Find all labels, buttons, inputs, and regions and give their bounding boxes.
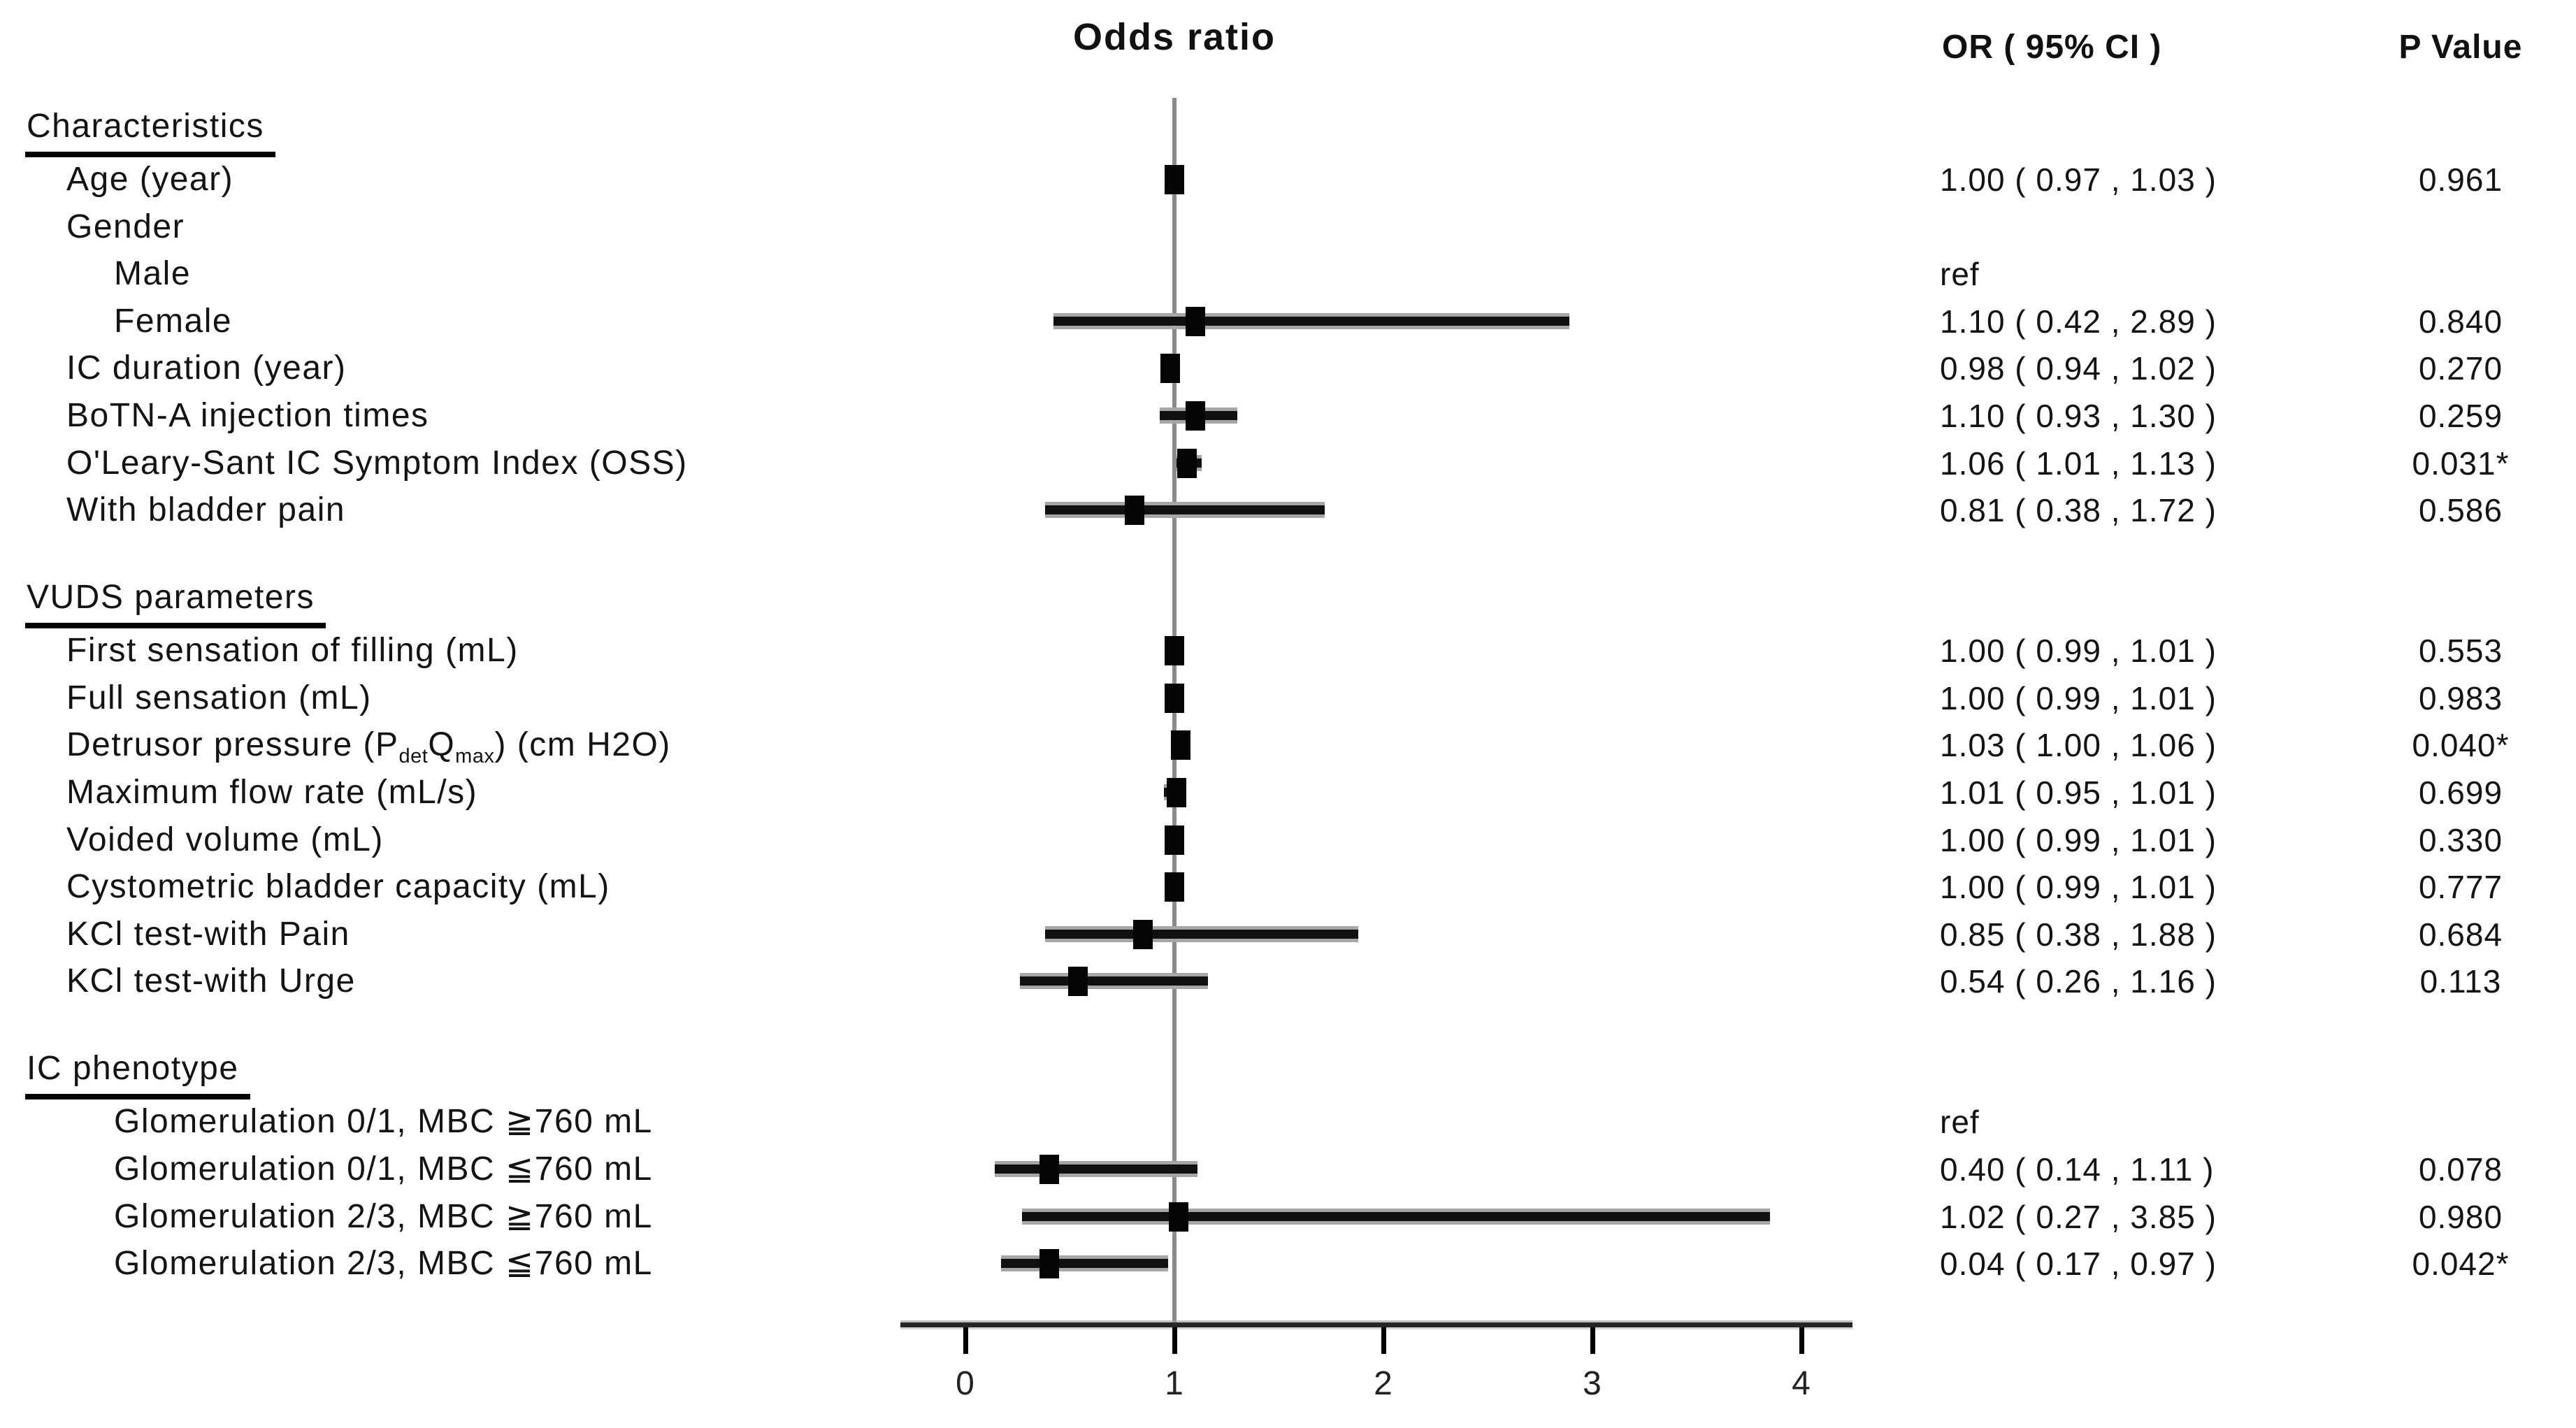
p-value: 0.259 (2418, 398, 2503, 434)
x-axis-tick (1590, 1327, 1595, 1354)
section-header: Characteristics (25, 103, 275, 157)
or-ci-value: 1.00 ( 0.99 , 1.01 ) (1940, 869, 2217, 905)
or-point-marker (1068, 967, 1088, 996)
row-label: BoTN-A injection times (66, 397, 429, 434)
p-value: 0.983 (2418, 680, 2503, 716)
or-ci-value: 0.54 ( 0.26 , 1.16 ) (1940, 963, 2217, 1000)
x-axis-tick-label: 1 (1165, 1365, 1184, 1402)
p-value: 0.684 (2418, 916, 2503, 953)
row-label: Glomerulation 0/1, MBC ≦760 mL (114, 1151, 653, 1188)
row-label: Age (year) (66, 161, 234, 198)
plot-title: Odds ratio (1072, 16, 1276, 58)
x-axis-tick (1172, 1327, 1177, 1354)
row-label: Voided volume (mL) (66, 821, 384, 858)
or-point-marker (1170, 730, 1190, 760)
or-point-marker (1165, 684, 1184, 713)
or-ci-value: 1.00 ( 0.99 , 1.01 ) (1940, 633, 2217, 669)
or-point-marker (1185, 401, 1205, 431)
p-value: 0.270 (2418, 350, 2503, 387)
or-ci-value: 1.00 ( 0.99 , 1.01 ) (1940, 822, 2217, 858)
x-axis-tick (1799, 1327, 1804, 1354)
or-point-marker (1165, 636, 1184, 665)
p-value: 0.040* (2412, 727, 2510, 763)
ci-line (1053, 313, 1570, 329)
p-value: 0.113 (2419, 963, 2502, 1000)
ci-line (1019, 973, 1208, 989)
row-label: Glomerulation 2/3, MBC ≦760 mL (114, 1245, 653, 1282)
p-value: 0.078 (2418, 1151, 2503, 1188)
row-label: KCl test-with Pain (66, 916, 350, 953)
p-value-column-header: P Value (2398, 29, 2523, 66)
or-ci-value: 0.81 ( 0.38 , 1.72 ) (1940, 492, 2217, 528)
p-value: 0.840 (2418, 303, 2503, 340)
row-label: Gender (66, 208, 185, 245)
row-label: Detrusor pressure (PdetQmax) (cm H2O) (66, 726, 671, 767)
x-axis-tick-label: 0 (956, 1365, 975, 1402)
p-value: 0.961 (2418, 161, 2503, 198)
or-ci-value: 1.00 ( 0.99 , 1.01 ) (1940, 680, 2217, 716)
or-point-marker (1166, 778, 1186, 807)
or-ci-value: 1.10 ( 0.93 , 1.30 ) (1940, 398, 2217, 434)
or-point-marker (1177, 449, 1197, 478)
or-point-marker (1168, 1202, 1188, 1232)
p-value: 0.330 (2418, 822, 2503, 858)
x-axis-tick (1381, 1327, 1386, 1354)
or-ci-column-header: OR ( 95% CI ) (1942, 29, 2162, 66)
or-ci-value: ref (1940, 1104, 1980, 1140)
or-ci-value: 0.40 ( 0.14 , 1.11 ) (1940, 1151, 2215, 1188)
or-point-marker (1039, 1249, 1059, 1278)
row-label: First sensation of filling (mL) (66, 632, 519, 669)
or-point-marker (1133, 920, 1153, 949)
or-point-marker (1165, 872, 1184, 902)
or-ci-value: ref (1940, 256, 1980, 292)
row-label: Glomerulation 0/1, MBC ≧760 mL (114, 1103, 653, 1140)
p-value: 0.777 (2418, 869, 2503, 905)
or-ci-value: 1.06 ( 1.01 , 1.13 ) (1940, 445, 2217, 482)
row-label: Maximum flow rate (mL/s) (66, 774, 478, 811)
or-point-marker (1185, 307, 1205, 336)
p-value: 0.042* (2412, 1246, 2510, 1282)
or-point-marker (1165, 825, 1184, 855)
p-value: 0.980 (2418, 1199, 2503, 1235)
row-label: With bladder pain (66, 491, 346, 528)
ci-line (1021, 1209, 1771, 1225)
ci-line (1044, 502, 1325, 518)
or-ci-value: 1.02 ( 0.27 , 3.85 ) (1940, 1199, 2217, 1235)
p-value: 0.586 (2418, 492, 2503, 528)
row-label: Female (114, 303, 233, 340)
row-label: Cystometric bladder capacity (mL) (66, 868, 610, 905)
p-value: 0.553 (2418, 633, 2503, 669)
p-value: 0.699 (2418, 774, 2503, 811)
ci-line (1000, 1255, 1169, 1271)
row-label: Full sensation (mL) (66, 679, 372, 716)
or-ci-value: 0.04 ( 0.17 , 0.97 ) (1940, 1246, 2217, 1282)
or-ci-value: 0.85 ( 0.38 , 1.88 ) (1940, 916, 2217, 953)
row-label: IC duration (year) (66, 349, 347, 387)
x-axis-tick-label: 4 (1792, 1365, 1811, 1402)
or-point-marker (1165, 165, 1184, 194)
x-axis-tick-label: 2 (1374, 1365, 1393, 1402)
or-ci-value: 1.01 ( 0.95 , 1.01 ) (1940, 774, 2217, 811)
or-ci-value: 1.10 ( 0.42 , 2.89 ) (1940, 303, 2217, 340)
x-axis-line (900, 1322, 1852, 1327)
or-ci-value: 1.03 ( 1.00 , 1.06 ) (1940, 727, 2217, 763)
ci-line (994, 1161, 1197, 1177)
row-label: O'Leary-Sant IC Symptom Index (OSS) (66, 445, 688, 482)
row-label: Male (114, 255, 192, 292)
p-value: 0.031* (2412, 445, 2510, 482)
row-label: KCl test-with Urge (66, 962, 356, 1000)
or-point-marker (1125, 496, 1145, 525)
or-point-marker (1039, 1155, 1059, 1184)
section-header: IC phenotype (25, 1046, 250, 1099)
or-ci-value: 0.98 ( 0.94 , 1.02 ) (1940, 350, 2217, 387)
or-ci-value: 1.00 ( 0.97 , 1.03 ) (1940, 161, 2217, 198)
section-header: VUDS parameters (25, 575, 326, 628)
ci-line (1044, 926, 1359, 942)
x-axis-tick (963, 1327, 968, 1354)
x-axis-tick-label: 3 (1583, 1365, 1602, 1402)
or-point-marker (1160, 354, 1181, 383)
row-label: Glomerulation 2/3, MBC ≧760 mL (114, 1198, 653, 1235)
